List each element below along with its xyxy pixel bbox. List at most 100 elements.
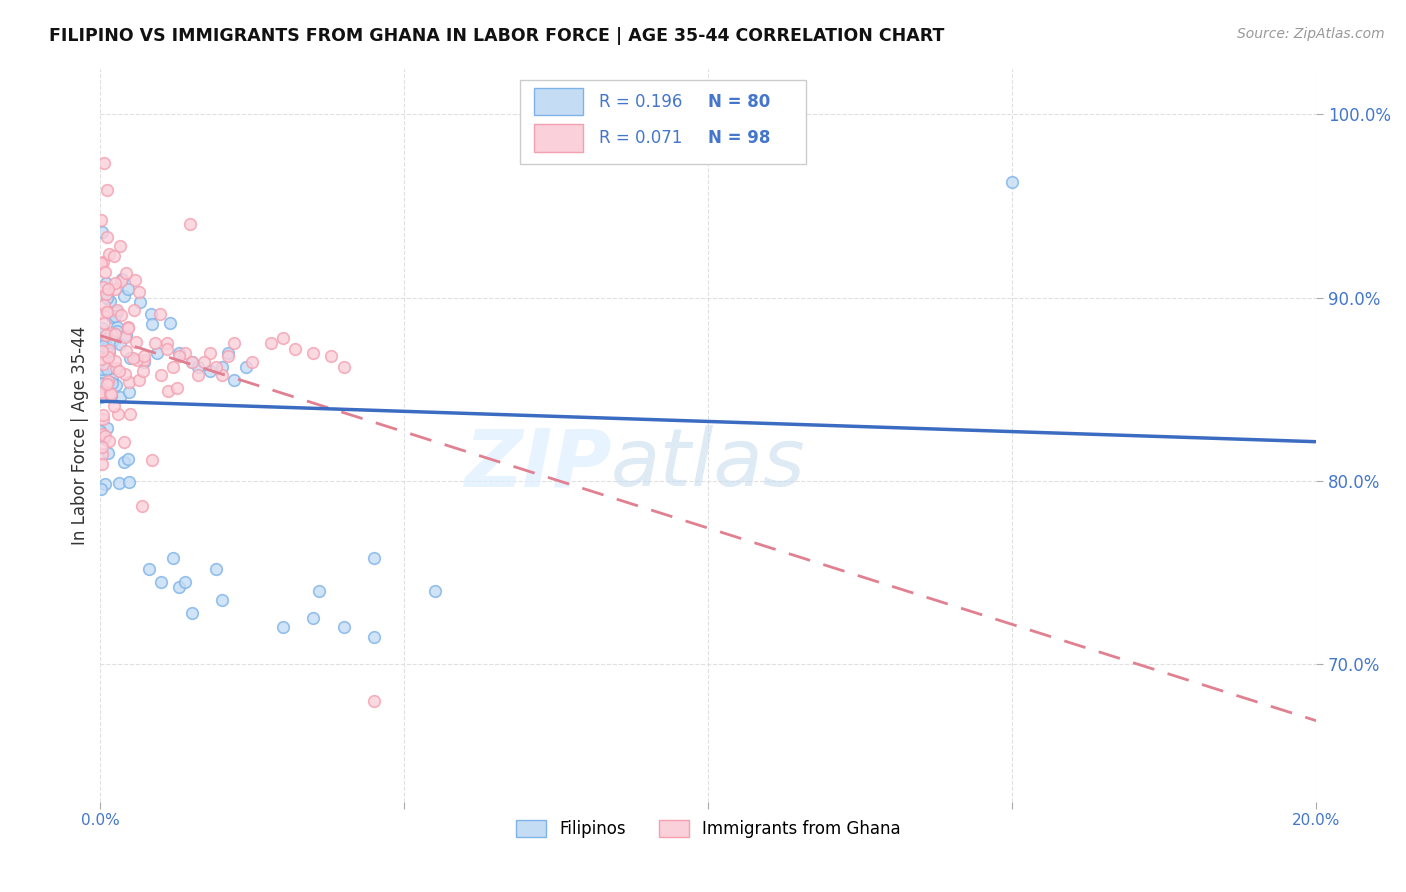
Text: atlas: atlas xyxy=(612,425,806,503)
Point xyxy=(211,360,233,375)
Point xyxy=(125,334,148,349)
Point xyxy=(104,378,127,392)
Text: Source: ZipAtlas.com: Source: ZipAtlas.com xyxy=(1237,27,1385,41)
Point xyxy=(118,384,141,399)
Point xyxy=(187,368,209,382)
Point xyxy=(105,361,128,376)
Point xyxy=(124,273,146,287)
Point xyxy=(180,355,202,369)
Point xyxy=(198,345,221,359)
Text: N = 98: N = 98 xyxy=(709,129,770,147)
Point xyxy=(105,302,128,317)
Point xyxy=(90,226,112,240)
Point xyxy=(129,295,152,310)
Point xyxy=(96,340,118,354)
Point xyxy=(94,276,117,290)
Point xyxy=(108,238,131,252)
Point xyxy=(128,373,150,387)
Point xyxy=(114,330,136,344)
Point xyxy=(105,324,128,338)
Point xyxy=(155,336,177,351)
Point xyxy=(98,434,121,448)
Point xyxy=(97,282,120,296)
Point xyxy=(222,336,245,351)
Point xyxy=(217,349,239,363)
Point xyxy=(103,249,125,263)
Point xyxy=(141,307,163,321)
Point xyxy=(169,580,191,594)
Point xyxy=(98,385,121,400)
Point xyxy=(97,350,120,364)
Point xyxy=(96,292,118,306)
Point xyxy=(107,407,129,421)
Point xyxy=(104,326,127,341)
Point xyxy=(150,368,173,382)
Point xyxy=(103,310,125,324)
Point xyxy=(149,307,172,321)
Point xyxy=(363,630,385,644)
Point xyxy=(104,282,127,296)
Point xyxy=(94,429,117,443)
FancyBboxPatch shape xyxy=(534,87,583,115)
Point xyxy=(101,372,124,386)
Point xyxy=(98,343,121,358)
Point xyxy=(128,285,150,300)
Point xyxy=(91,343,114,358)
Point xyxy=(103,326,125,341)
Point xyxy=(179,218,201,232)
Point xyxy=(90,352,112,367)
Point xyxy=(108,390,131,404)
Point xyxy=(332,360,354,375)
Point xyxy=(94,265,117,279)
Point xyxy=(96,305,118,319)
Point xyxy=(97,446,120,460)
Point xyxy=(101,310,124,325)
Point xyxy=(180,606,202,620)
Point xyxy=(205,562,228,576)
Point xyxy=(332,620,354,634)
Point xyxy=(90,212,112,227)
Point xyxy=(96,421,118,435)
Point xyxy=(91,367,114,381)
Point xyxy=(93,316,115,330)
Point xyxy=(114,368,136,382)
Point xyxy=(169,345,191,359)
Point xyxy=(97,345,120,359)
Point xyxy=(205,360,228,375)
Text: N = 80: N = 80 xyxy=(709,93,770,111)
Point xyxy=(105,320,128,334)
Point xyxy=(174,574,197,589)
Point xyxy=(363,694,385,708)
Point xyxy=(90,321,112,335)
Point xyxy=(93,335,115,350)
Point xyxy=(1001,175,1024,189)
Point xyxy=(112,288,135,302)
Point xyxy=(143,336,166,351)
Point xyxy=(91,447,114,461)
Point xyxy=(118,351,141,365)
Point xyxy=(105,304,128,318)
FancyBboxPatch shape xyxy=(520,79,806,164)
Point xyxy=(96,304,118,318)
Point xyxy=(93,298,115,312)
Point xyxy=(235,360,257,375)
Point xyxy=(91,457,114,471)
Point xyxy=(91,339,114,353)
Point xyxy=(302,611,325,625)
Point xyxy=(187,360,209,375)
Point xyxy=(91,427,114,442)
Point xyxy=(211,368,233,382)
Point xyxy=(93,431,115,445)
Point xyxy=(100,293,122,308)
Point xyxy=(100,387,122,401)
Point xyxy=(120,407,142,421)
Point xyxy=(198,364,221,378)
Point xyxy=(103,399,125,413)
Point xyxy=(162,550,184,565)
Text: FILIPINO VS IMMIGRANTS FROM GHANA IN LABOR FORCE | AGE 35-44 CORRELATION CHART: FILIPINO VS IMMIGRANTS FROM GHANA IN LAB… xyxy=(49,27,945,45)
Point xyxy=(96,183,118,197)
Point xyxy=(211,593,233,607)
Point xyxy=(131,499,153,513)
Point xyxy=(91,255,114,269)
Point xyxy=(108,364,131,378)
